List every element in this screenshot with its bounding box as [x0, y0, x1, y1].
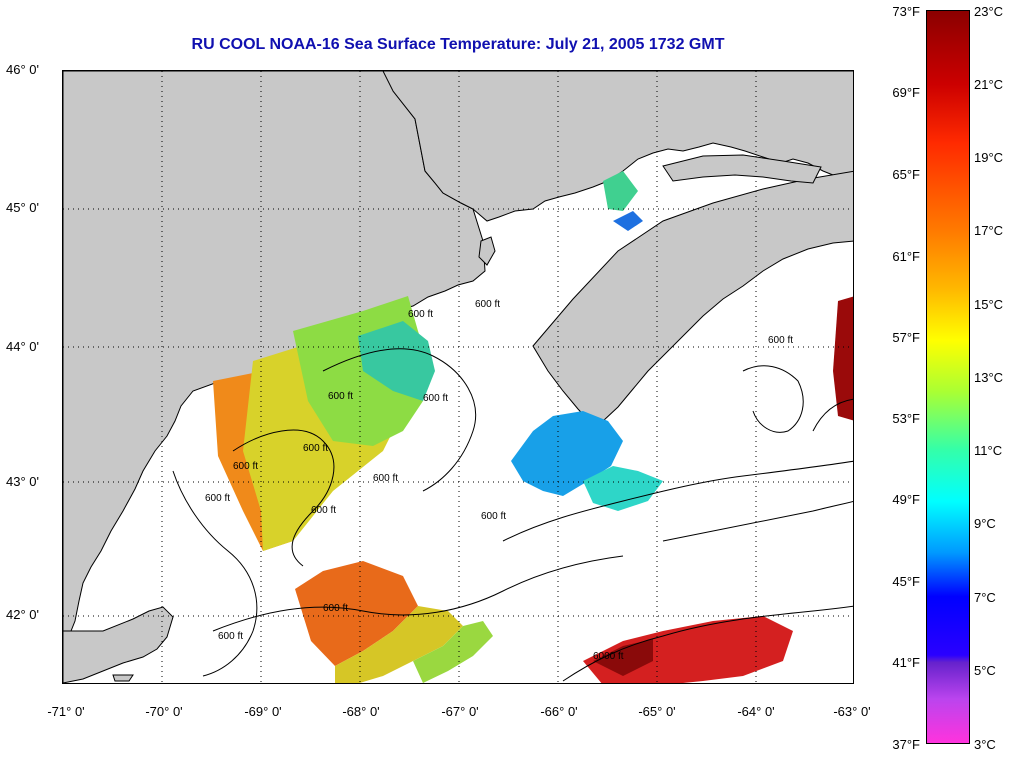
contour-label: 600 ft [218, 631, 243, 642]
contour-label: 600 ft [481, 511, 506, 522]
lon-label-71: -71° 0' [47, 704, 85, 719]
contour-600ft-browns [502, 460, 853, 542]
sst-warm-east-shelf [833, 296, 853, 421]
contour-layer [172, 348, 853, 682]
lon-label-66: -66° 0' [540, 704, 578, 719]
contour-6000ft-slope [562, 605, 853, 682]
land-grand-manan [478, 236, 496, 266]
colorbar-c-label: 7°C [974, 590, 996, 605]
contour-label-layer: 600 ft 600 ft 600 ft 600 ft 600 ft 600 f… [205, 299, 793, 662]
lon-label-64: -64° 0' [737, 704, 775, 719]
sst-cold-patch [511, 411, 623, 496]
colorbar-f-label: 65°F [892, 167, 920, 182]
contour-label: 6000 ft [593, 651, 624, 662]
lon-label-63: -63° 0' [833, 704, 871, 719]
colorbar-f-label: 57°F [892, 330, 920, 345]
sst-warm-slope [583, 616, 793, 683]
contour-600ft-scotian [662, 501, 853, 542]
sst-warm-slope-dark [593, 639, 653, 676]
sst-layer [213, 171, 853, 683]
colorbar [926, 10, 970, 744]
contour-label: 600 ft [323, 603, 348, 614]
colorbar-c-label: 23°C [974, 4, 1004, 19]
colorbar-c-label: 17°C [974, 223, 1004, 238]
sst-swath-southern-orange [295, 561, 418, 666]
colorbar-c-label: 5°C [974, 663, 996, 678]
land-cape-cod [63, 606, 174, 683]
lon-label-69: -69° 0' [244, 704, 282, 719]
contour-600ft-west [172, 470, 258, 677]
colorbar-c-label: 3°C [974, 737, 996, 752]
lon-label-70: -70° 0' [145, 704, 183, 719]
contour-600ft-gulf [322, 348, 477, 492]
contour-label: 600 ft [311, 505, 336, 516]
colorbar-f-label: 49°F [892, 492, 920, 507]
colorbar-c-label: 19°C [974, 150, 1004, 165]
sst-swath-southern-green [413, 621, 493, 683]
colorbar-f-label: 73°F [892, 4, 920, 19]
lat-label-45: 45° 0' [6, 200, 39, 215]
lon-label-65: -65° 0' [638, 704, 676, 719]
contour-label: 600 ft [768, 335, 793, 346]
lon-label-67: -67° 0' [441, 704, 479, 719]
land-nantucket [112, 674, 134, 682]
colorbar-c-label: 15°C [974, 297, 1004, 312]
sst-swath-east-teal [358, 321, 435, 401]
graticule [63, 71, 853, 683]
colorbar-f-label: 69°F [892, 85, 920, 100]
colorbar-f-label: 41°F [892, 655, 920, 670]
contour-label: 600 ft [423, 393, 448, 404]
colorbar-f-label: 53°F [892, 411, 920, 426]
colorbar-c-label: 11°C [974, 443, 1003, 458]
contour-600ft-central [232, 429, 335, 567]
sst-map: 600 ft 600 ft 600 ft 600 ft 600 ft 600 f… [63, 71, 853, 683]
map-frame[interactable]: 600 ft 600 ft 600 ft 600 ft 600 ft 600 f… [62, 70, 854, 684]
colorbar-c-label: 9°C [974, 516, 996, 531]
contour-600ft-georges [212, 555, 624, 632]
sst-bay-fundy-blue [613, 211, 643, 231]
map-title: RU COOL NOAA-16 Sea Surface Temperature:… [191, 36, 725, 53]
colorbar-f-label: 45°F [892, 574, 920, 589]
colorbar-c-label: 21°C [974, 77, 1004, 92]
sst-swath-southern-yellow [335, 606, 463, 683]
contour-label: 600 ft [475, 299, 500, 310]
sst-cold-fringe [583, 466, 663, 511]
colorbar-f-label: 37°F [892, 737, 920, 752]
lat-label-46: 46° 0' [6, 62, 39, 77]
contour-label: 600 ft [205, 493, 230, 504]
contour-label: 600 ft [408, 309, 433, 320]
sst-bay-fundy-green [603, 171, 638, 211]
contour-label: 600 ft [328, 391, 353, 402]
lon-label-68: -68° 0' [342, 704, 380, 719]
contour-label: 600 ft [303, 443, 328, 454]
colorbar-f-label: 61°F [892, 249, 920, 264]
contour-label: 600 ft [373, 473, 398, 484]
lat-label-43: 43° 0' [6, 474, 39, 489]
lat-label-42: 42° 0' [6, 607, 39, 622]
contour-label: 600 ft [233, 461, 258, 472]
contour-600ft-emerald [742, 365, 804, 433]
land-prince-edward-island [662, 154, 822, 184]
colorbar-c-label: 13°C [974, 370, 1004, 385]
lat-label-44: 44° 0' [6, 339, 39, 354]
contour-600ft-lahave [812, 398, 853, 432]
